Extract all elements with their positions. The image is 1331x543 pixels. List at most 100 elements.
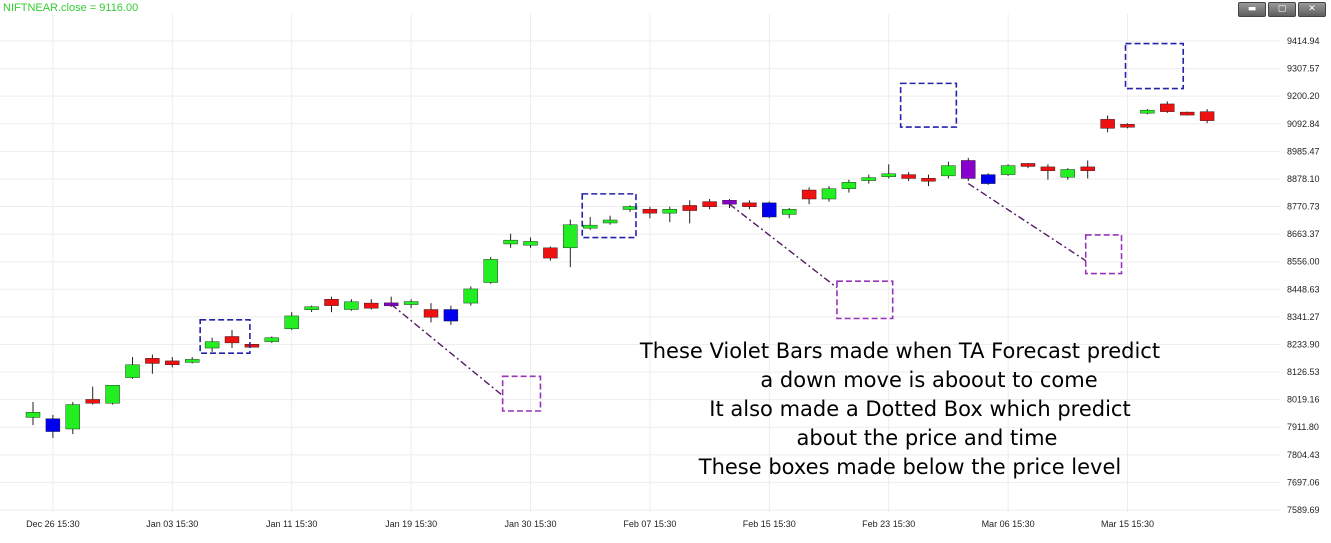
candle-body xyxy=(1140,109,1155,114)
y-tick-label: 7589.69 xyxy=(1287,505,1320,515)
annotation-line-5: These boxes made below the price level xyxy=(698,455,1122,479)
x-axis: Dec 26 15:30 Jan 03 15:30 Jan 11 15:30 Jan … xyxy=(26,519,1154,529)
candle-body xyxy=(105,385,120,404)
annotation-line-1: These Violet Bars made when TA Forecast … xyxy=(639,339,1160,363)
candle-body xyxy=(662,209,677,214)
candle-body xyxy=(801,189,817,200)
candle xyxy=(941,161,956,179)
chart-title: NIFTNEAR.close = 9116.00 xyxy=(3,2,139,14)
candle xyxy=(901,172,916,182)
candle xyxy=(45,414,61,438)
forecast-box xyxy=(1124,42,1185,90)
window-controls: ▬ ▢ ✕ xyxy=(1238,2,1326,17)
candle-body xyxy=(463,288,478,304)
candle-body xyxy=(304,306,319,310)
candle xyxy=(344,299,359,311)
forecast-trend-line xyxy=(729,203,838,289)
candle xyxy=(702,199,717,210)
y-tick-label: 7911.80 xyxy=(1287,422,1319,432)
candle xyxy=(563,219,578,268)
forecast-trend-line xyxy=(967,183,1087,262)
candle-body xyxy=(344,301,359,310)
candle-body xyxy=(702,201,717,207)
candle-body xyxy=(483,259,498,283)
candle xyxy=(224,330,240,349)
candle xyxy=(742,200,757,210)
candle xyxy=(682,200,697,224)
y-tick-label: 8770.73 xyxy=(1287,202,1320,212)
candle-body xyxy=(861,177,876,181)
candle xyxy=(105,385,120,405)
candle-body xyxy=(423,309,439,318)
candle xyxy=(1000,164,1016,176)
y-tick-label: 8556.00 xyxy=(1287,257,1320,267)
y-tick-label: 8233.90 xyxy=(1287,339,1320,349)
candle xyxy=(861,174,876,184)
candle-body xyxy=(165,360,180,365)
x-tick-label: Jan 30 15:30 xyxy=(504,519,556,529)
maximize-icon[interactable]: ▢ xyxy=(1268,2,1296,17)
candle xyxy=(1160,101,1175,113)
candle-body xyxy=(125,364,140,378)
candle-body xyxy=(543,247,558,259)
candle-body xyxy=(622,206,638,210)
candle xyxy=(25,402,41,426)
candle xyxy=(1140,109,1155,115)
forecast-box xyxy=(581,193,637,239)
candle-body xyxy=(742,202,757,207)
candle-body xyxy=(1120,124,1135,128)
candle xyxy=(204,337,220,352)
x-tick-label: Mar 06 15:30 xyxy=(982,519,1035,529)
candle xyxy=(1080,160,1095,179)
x-tick-label: Dec 26 15:30 xyxy=(26,519,80,529)
y-tick-label: 9092.84 xyxy=(1287,119,1320,129)
candle xyxy=(443,305,459,325)
candle xyxy=(1199,109,1215,124)
candle-body xyxy=(523,241,538,246)
candle xyxy=(364,299,379,310)
candle xyxy=(1060,168,1076,180)
candle xyxy=(523,237,538,248)
candle-body xyxy=(1000,165,1016,175)
candle xyxy=(1020,163,1036,169)
candle-body xyxy=(1160,103,1175,112)
candle xyxy=(324,296,339,313)
x-tick-label: Jan 03 15:30 xyxy=(146,519,198,529)
candle xyxy=(423,303,439,323)
close-icon[interactable]: ✕ xyxy=(1298,2,1326,17)
candle-body xyxy=(1179,111,1195,116)
candle-body xyxy=(25,412,41,418)
candle xyxy=(1120,123,1135,129)
candle-body xyxy=(324,299,339,306)
candle-body xyxy=(602,219,618,224)
candle-body xyxy=(563,224,578,249)
predict-box xyxy=(501,375,542,412)
candle-body xyxy=(1100,119,1115,129)
candle-body xyxy=(284,315,299,329)
y-tick-label: 8448.63 xyxy=(1287,284,1320,294)
y-tick-label: 8878.10 xyxy=(1287,174,1320,184)
candle xyxy=(821,186,837,202)
candle-body xyxy=(403,301,419,305)
candle xyxy=(1040,164,1056,180)
y-tick-label: 9307.57 xyxy=(1287,64,1320,74)
candle xyxy=(921,174,936,187)
forecast-trend-line xyxy=(390,303,504,397)
candle xyxy=(165,357,180,368)
candle xyxy=(384,296,399,307)
candle xyxy=(662,206,677,223)
candle-body xyxy=(583,224,598,229)
candle xyxy=(1100,115,1115,133)
candle xyxy=(543,246,558,261)
grid-lines xyxy=(0,14,1280,512)
candle-body xyxy=(782,209,797,215)
minimize-icon[interactable]: ▬ xyxy=(1238,2,1266,17)
y-tick-label: 8663.37 xyxy=(1287,229,1320,239)
candle-body xyxy=(901,174,916,179)
y-tick-label: 9200.20 xyxy=(1287,91,1320,101)
candle xyxy=(602,215,618,225)
y-tick-label: 8126.53 xyxy=(1287,367,1320,377)
candle-body xyxy=(941,165,956,177)
annotation-line-4: about the price and time xyxy=(797,426,1058,450)
x-tick-label: Jan 19 15:30 xyxy=(385,519,437,529)
